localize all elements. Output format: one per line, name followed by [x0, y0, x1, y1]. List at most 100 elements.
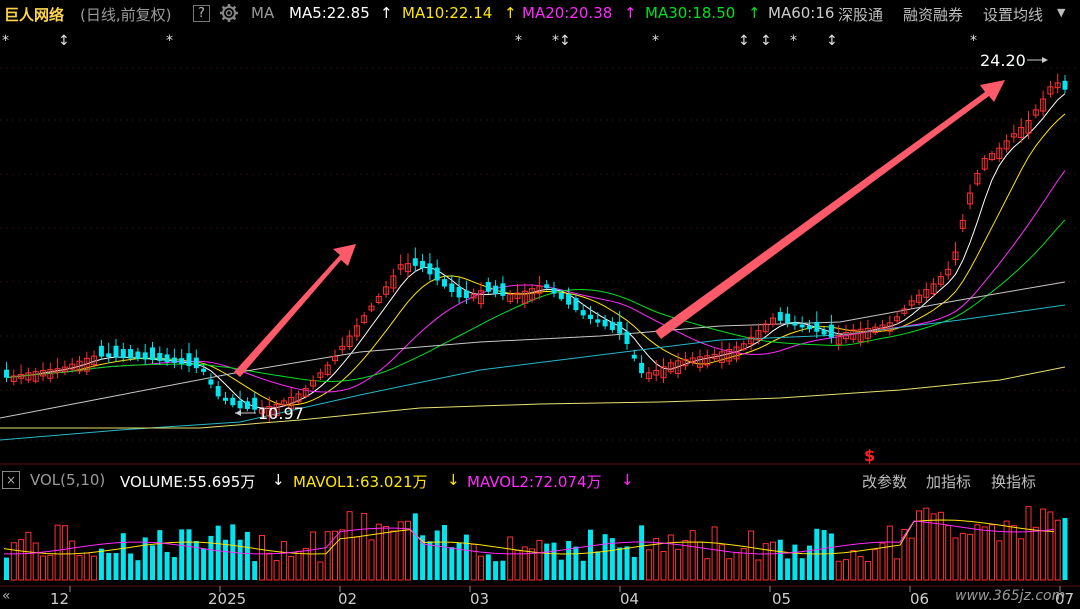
volume-bar	[536, 539, 543, 581]
candle	[463, 290, 469, 299]
ma-mid-line	[0, 281, 1066, 419]
candle	[1062, 80, 1068, 90]
candle	[937, 276, 944, 285]
candle	[339, 345, 346, 350]
chevron-down-icon[interactable]: ▼	[1057, 6, 1066, 19]
volume-bar	[157, 530, 163, 580]
event-marker: *↕	[552, 33, 571, 49]
candle	[10, 375, 17, 382]
volume-bar	[733, 552, 740, 581]
axis-tick: 03	[470, 590, 490, 608]
volume-bar	[463, 534, 469, 580]
candle	[25, 372, 32, 381]
candle	[18, 373, 25, 379]
candle	[383, 286, 390, 295]
ma60-value: MA60:16	[768, 4, 835, 22]
ma-settings-button[interactable]: 设置均线	[983, 6, 1044, 24]
volume-bar	[375, 523, 382, 581]
candle	[470, 293, 477, 299]
candle	[186, 353, 192, 366]
candle	[135, 351, 141, 360]
candle	[368, 305, 375, 311]
candle	[288, 396, 295, 410]
volume-bar	[675, 548, 682, 581]
candle	[478, 290, 484, 305]
volume-bar	[54, 524, 61, 581]
volume-bar	[32, 542, 39, 581]
volume-bar	[989, 524, 995, 581]
candle	[770, 317, 776, 325]
volume-bar	[397, 521, 404, 581]
volume-arrow: ↓	[272, 471, 285, 489]
ma30-line	[6, 219, 1066, 382]
candle	[40, 370, 46, 377]
switch-indicator-button[interactable]: 换指标	[991, 473, 1037, 491]
volume-bar	[1025, 506, 1032, 581]
volume-bar	[4, 557, 9, 580]
volume-bar	[748, 530, 755, 581]
candle	[295, 393, 302, 403]
margin-trading-button[interactable]: 融资融券	[903, 6, 964, 24]
volume-bar	[201, 548, 207, 580]
scroll-left-button[interactable]: «	[2, 588, 11, 604]
candle	[332, 356, 338, 362]
volume-bar	[645, 549, 652, 581]
candle	[981, 158, 988, 170]
candle	[310, 380, 317, 387]
candle	[864, 327, 871, 339]
candle	[500, 283, 506, 296]
ma10-value: MA10:22.14	[402, 4, 493, 22]
candle	[1054, 82, 1061, 89]
volume-bar	[171, 556, 177, 580]
gear-icon[interactable]	[218, 2, 240, 28]
candle	[558, 292, 564, 300]
candle	[645, 372, 652, 380]
candle	[91, 355, 98, 366]
volume-bar	[120, 533, 126, 580]
ma10-arrow: ↑	[504, 4, 517, 22]
volume-bar	[223, 539, 228, 580]
candle	[397, 264, 404, 270]
volume-bar	[901, 528, 908, 581]
candle	[996, 147, 1003, 159]
volume-bar	[332, 530, 338, 581]
candle	[945, 268, 952, 276]
period-label[interactable]: (日线,前复权)	[80, 6, 172, 24]
volume-bar	[427, 541, 433, 580]
volume-bar	[770, 541, 776, 581]
help-button[interactable]: ?	[193, 5, 210, 22]
volume-value: VOLUME:55.695万	[120, 473, 256, 491]
volume-bar	[500, 560, 506, 580]
vol-indicator-label[interactable]: VOL(5,10)	[30, 471, 106, 489]
candle	[675, 360, 682, 374]
candle	[493, 285, 499, 294]
volume-bar	[420, 535, 426, 580]
trend-arrow-1	[234, 244, 356, 377]
candle	[807, 325, 812, 330]
candle	[886, 322, 893, 332]
event-marker: ↕	[738, 33, 750, 49]
volume-bar	[69, 540, 76, 581]
mavol1-arrow: ↓	[447, 471, 460, 489]
candle	[682, 358, 689, 367]
candle	[639, 362, 645, 374]
volume-bar	[807, 545, 812, 580]
stock-name[interactable]: 巨人网络	[4, 6, 65, 24]
volume-bar	[930, 513, 937, 581]
candle	[536, 285, 543, 294]
volume-bar	[945, 525, 952, 581]
volume-bar	[113, 553, 119, 580]
event-marker: *	[515, 33, 522, 49]
volume-bar	[142, 537, 148, 580]
ma60-line	[0, 304, 1066, 441]
hk-connect-button[interactable]: 深股通	[838, 6, 884, 24]
close-panel-button[interactable]: ×	[2, 471, 20, 489]
volume-bar	[324, 531, 331, 581]
volume-bar	[718, 544, 725, 581]
volume-bar	[91, 555, 98, 581]
edit-params-button[interactable]: 改参数	[862, 473, 908, 491]
add-indicator-button[interactable]: 加指标	[926, 473, 972, 491]
candle	[930, 283, 937, 295]
candle	[521, 290, 528, 304]
